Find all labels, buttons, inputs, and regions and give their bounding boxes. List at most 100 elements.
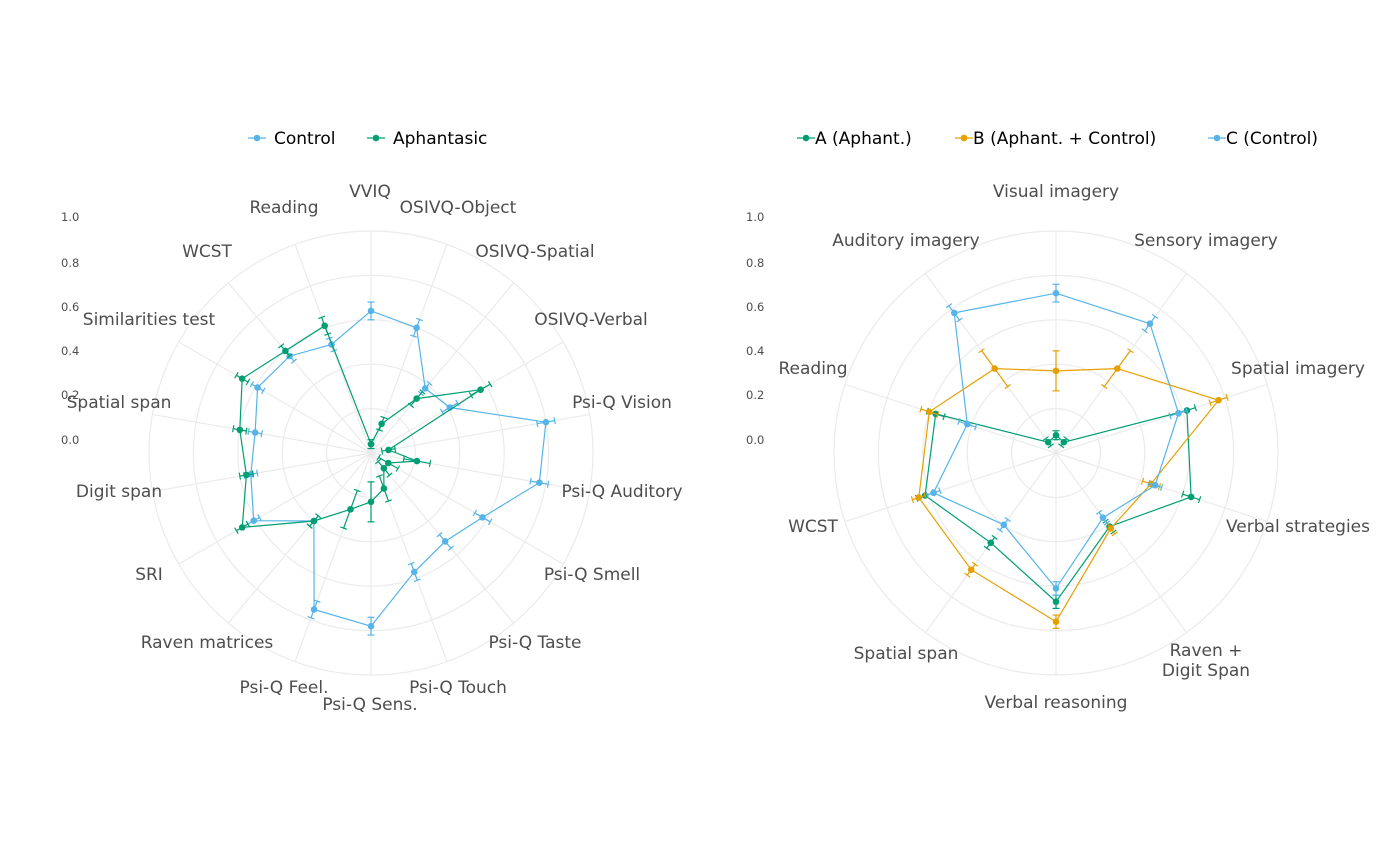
tick-label: 0.0 bbox=[61, 433, 79, 447]
grid-spoke bbox=[370, 282, 515, 454]
data-point bbox=[310, 517, 318, 525]
series bbox=[232, 315, 493, 535]
error-bar-cap bbox=[957, 417, 961, 425]
error-bar-cap bbox=[996, 527, 1004, 533]
error-bar-cap bbox=[1047, 443, 1054, 449]
error-bar-cap bbox=[315, 513, 322, 519]
axis-label: Spatial imagery bbox=[1231, 359, 1365, 379]
axis-label: Reading bbox=[778, 359, 847, 379]
error-bar-cap bbox=[455, 399, 460, 407]
data-point bbox=[347, 506, 354, 513]
data-point bbox=[250, 517, 258, 525]
error-bar-cap bbox=[553, 417, 556, 425]
error-bar-cap bbox=[487, 518, 493, 526]
axis-label: Digit span bbox=[76, 482, 162, 502]
tick-label: 1.0 bbox=[746, 210, 764, 224]
data-point bbox=[1052, 431, 1060, 439]
axis-label: WCST bbox=[182, 242, 232, 262]
data-point bbox=[536, 479, 543, 486]
error-bar-cap bbox=[234, 527, 239, 535]
data-point bbox=[421, 385, 429, 392]
axis-label: Verbal strategies bbox=[1226, 517, 1370, 537]
grid-spoke bbox=[294, 452, 372, 662]
legend: Control Aphantasic bbox=[248, 129, 487, 149]
error-bar-cap bbox=[380, 415, 388, 420]
data-point bbox=[1099, 514, 1107, 521]
axis-label: VVIQ bbox=[349, 182, 391, 202]
error-bar-cap bbox=[964, 572, 971, 578]
error-bar-cap bbox=[923, 492, 927, 500]
axis-label: Visual imagery bbox=[993, 182, 1119, 202]
axis-label: Psi-Q Auditory bbox=[561, 482, 682, 502]
axis-label: OSIVQ-Spatial bbox=[475, 242, 594, 262]
data-point bbox=[367, 440, 375, 448]
error-bar-cap bbox=[1095, 509, 1103, 515]
axis-label: Spatial span bbox=[67, 393, 172, 413]
error-bar-cap bbox=[330, 349, 338, 353]
error-bar-cap bbox=[983, 545, 991, 551]
error-bar-cap bbox=[313, 599, 321, 603]
error-bar-cap bbox=[1140, 477, 1145, 485]
error-bar-cap bbox=[380, 447, 384, 455]
error-bar-cap bbox=[938, 487, 942, 495]
error-bar-cap bbox=[1181, 490, 1185, 498]
data-point bbox=[236, 426, 244, 434]
axis-label: Sensory imagery bbox=[1134, 231, 1278, 251]
error-bar-cap bbox=[1168, 412, 1172, 420]
error-bar-cap bbox=[249, 380, 255, 388]
data-point bbox=[1151, 481, 1159, 489]
error-bar-cap bbox=[393, 445, 397, 453]
tick-label: 0.2 bbox=[61, 388, 79, 402]
error-bar-cap bbox=[324, 332, 332, 336]
legend-label: C (Control) bbox=[1226, 129, 1318, 149]
data-point bbox=[915, 494, 923, 501]
legend-label: B (Aphant. + Control) bbox=[973, 129, 1156, 149]
data-point bbox=[380, 485, 388, 492]
error-bar-cap bbox=[468, 391, 474, 399]
data-point bbox=[991, 365, 998, 372]
error-bar-cap bbox=[238, 472, 242, 480]
error-bar-cap bbox=[340, 526, 348, 530]
error-bar-cap bbox=[1197, 496, 1202, 504]
data-point bbox=[1175, 409, 1182, 417]
tick-label: 0.6 bbox=[61, 300, 79, 314]
legend-label: Control bbox=[274, 129, 335, 149]
data-point bbox=[238, 524, 246, 531]
error-bar-cap bbox=[1208, 399, 1212, 407]
data-point bbox=[238, 375, 246, 382]
error-bar-cap bbox=[1159, 483, 1164, 491]
error-bar-cap bbox=[426, 380, 433, 386]
error-bar-cap bbox=[261, 387, 266, 395]
error-bar-cap bbox=[1225, 393, 1229, 401]
radar-chart-1: 1.0 0.8 0.6 0.4 0.2 0.0 VVIQ OSIVQ-Object OSIVQ-… bbox=[61, 129, 683, 715]
data-point bbox=[251, 429, 259, 436]
error-bar-cap bbox=[245, 427, 248, 435]
error-bar-cap bbox=[375, 474, 383, 478]
data-point bbox=[477, 386, 484, 394]
data-point bbox=[310, 606, 318, 613]
series bbox=[925, 283, 1189, 596]
error-bar-cap bbox=[307, 616, 315, 620]
axis-label: OSIVQ-Verbal bbox=[534, 310, 648, 330]
error-bar-cap bbox=[1151, 313, 1159, 320]
error-bar-cap bbox=[234, 371, 239, 379]
error-bar-cap bbox=[535, 420, 539, 428]
error-bar-cap bbox=[447, 545, 454, 551]
error-bar-cap bbox=[1004, 384, 1011, 390]
legend-key-point bbox=[253, 134, 261, 142]
error-bar-cap bbox=[942, 413, 946, 421]
error-bar-cap bbox=[1004, 516, 1011, 522]
grid-spoke bbox=[178, 341, 372, 454]
axis-label: Verbal reasoning bbox=[985, 693, 1128, 713]
grid-spoke bbox=[227, 282, 372, 454]
grid bbox=[833, 230, 1279, 676]
error-bar-cap bbox=[919, 405, 923, 413]
axis-label: Raven matrices bbox=[141, 633, 274, 653]
data-point bbox=[1052, 618, 1060, 626]
error-bar-cap bbox=[353, 488, 361, 493]
error-bar-cap bbox=[529, 477, 532, 485]
axis-label: Spatial span bbox=[854, 644, 959, 664]
grid-spoke bbox=[227, 452, 372, 624]
